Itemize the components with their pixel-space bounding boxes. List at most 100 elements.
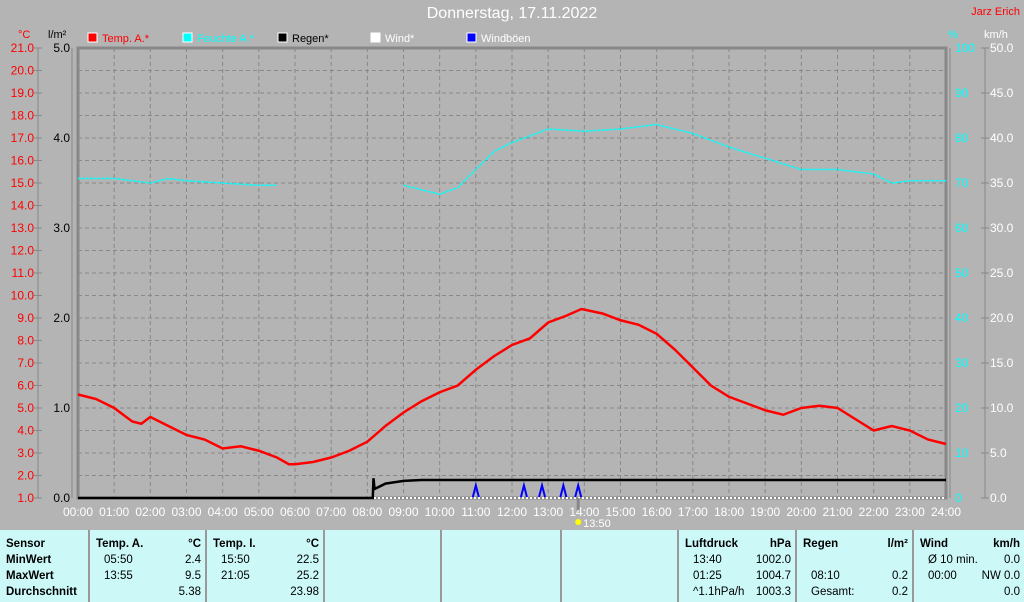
value-cell: 1004.7 bbox=[755, 570, 791, 582]
table-row bbox=[803, 552, 908, 568]
wind-tick-label: 25.0 bbox=[990, 266, 1014, 280]
temp-tick-label: 15.0 bbox=[11, 176, 35, 190]
humidity-tick-label: 60 bbox=[955, 221, 969, 235]
x-tick-label: 21:00 bbox=[822, 505, 852, 519]
unit-label: °C bbox=[188, 538, 201, 550]
x-tick-label: 05:00 bbox=[244, 505, 274, 519]
humidity-unit-label: % bbox=[948, 29, 958, 41]
rain-line bbox=[78, 478, 946, 500]
table-row: 13:55 9.5 bbox=[96, 568, 201, 584]
col-empty bbox=[560, 530, 677, 602]
x-tick-label: 11:00 bbox=[461, 505, 490, 519]
table-row: 01:25 1004.7 bbox=[685, 568, 791, 584]
x-tick-label: 22:00 bbox=[859, 505, 889, 519]
rain-tick-label: 3.0 bbox=[53, 221, 70, 235]
col-sensor: Sensor MinWert MaxWert Durchschnitt bbox=[0, 530, 88, 602]
time-cell: Ø 10 min. bbox=[928, 554, 978, 566]
x-tick-label: 01:00 bbox=[99, 505, 129, 519]
temp-tick-label: 7.0 bbox=[17, 356, 34, 370]
wind-tick-label: 40.0 bbox=[990, 131, 1014, 145]
col-temp-a: Temp. A. °C 05:50 2.4 13:55 9.5 5.38 bbox=[88, 530, 205, 602]
col-regen: Regen l/m² 08:10 0.2 Gesamt: 0.2 bbox=[795, 530, 912, 602]
table-row: 00:00 NW 0.0 bbox=[920, 568, 1020, 584]
header-label: Temp. A. bbox=[96, 538, 144, 550]
value-cell: 1003.3 bbox=[755, 586, 791, 598]
x-tick-label: 24:00 bbox=[931, 505, 961, 519]
x-tick-label: 02:00 bbox=[135, 505, 165, 519]
marker-label: 13:50 bbox=[583, 518, 611, 530]
value-cell: 2.4 bbox=[185, 554, 201, 566]
table-row: 23.98 bbox=[213, 584, 319, 600]
humidity-tick-label: 10 bbox=[955, 446, 969, 460]
time-cell: ^1.1hPa/h bbox=[693, 586, 745, 598]
legend-label: Temp. A.* bbox=[102, 33, 150, 45]
table-row: 05:50 2.4 bbox=[96, 552, 201, 568]
rain-tick-label: 2.0 bbox=[53, 311, 70, 325]
wind-tick-label: 45.0 bbox=[990, 86, 1014, 100]
unit-label: l/m² bbox=[887, 538, 908, 550]
humidity-tick-label: 100 bbox=[955, 41, 975, 55]
time-cell: 21:05 bbox=[221, 570, 250, 582]
value-cell: 0.0 bbox=[1004, 586, 1020, 598]
gust-spike bbox=[574, 481, 583, 498]
x-tick-label: 15:00 bbox=[605, 505, 635, 519]
time-cell: 01:25 bbox=[693, 570, 722, 582]
legend-swatch bbox=[87, 32, 98, 43]
legend-swatch bbox=[370, 32, 381, 43]
rain-tick-label: 4.0 bbox=[53, 131, 70, 145]
col-header: Wind km/h bbox=[920, 536, 1020, 552]
unit-label: km/h bbox=[993, 538, 1020, 550]
rain-unit-label: l/m² bbox=[48, 29, 67, 41]
x-tick-label: 14:00 bbox=[569, 505, 599, 519]
table-row: 21:05 25.2 bbox=[213, 568, 319, 584]
gust-spike bbox=[471, 481, 480, 498]
x-tick-label: 06:00 bbox=[280, 505, 310, 519]
stats-table: Sensor MinWert MaxWert Durchschnitt Temp… bbox=[0, 530, 1024, 602]
temp-tick-label: 12.0 bbox=[11, 244, 35, 258]
legend-label: Wind* bbox=[385, 33, 415, 45]
temp-tick-label: 13.0 bbox=[11, 221, 35, 235]
rain-tick-label: 0.0 bbox=[53, 491, 70, 505]
time-cell: 13:55 bbox=[104, 570, 133, 582]
wind-tick-label: 35.0 bbox=[990, 176, 1014, 190]
col-wind: Wind km/h Ø 10 min. 0.0 00:00 NW 0.0 0.0 bbox=[912, 530, 1024, 602]
value-cell: 5.38 bbox=[178, 586, 201, 598]
table-row: 08:10 0.2 bbox=[803, 568, 908, 584]
time-cell: 00:00 bbox=[928, 570, 957, 582]
value-cell: 23.98 bbox=[290, 586, 319, 598]
x-tick-label: 23:00 bbox=[895, 505, 925, 519]
wind-tick-label: 5.0 bbox=[990, 446, 1007, 460]
temp-tick-label: 8.0 bbox=[17, 334, 34, 348]
temp-tick-label: 18.0 bbox=[11, 109, 35, 123]
value-cell: NW 0.0 bbox=[981, 570, 1020, 582]
x-tick-label: 19:00 bbox=[750, 505, 780, 519]
sensor-header: Sensor bbox=[6, 538, 45, 550]
x-tick-label: 17:00 bbox=[678, 505, 708, 519]
x-tick-label: 18:00 bbox=[714, 505, 744, 519]
col-header: Temp. I. °C bbox=[213, 536, 319, 552]
author-label: Jarz Erich bbox=[971, 6, 1020, 18]
col-luftdruck: Luftdruck hPa 13:40 1002.0 01:25 1004.7 ^1.1hP… bbox=[677, 530, 795, 602]
table-row: 13:40 1002.0 bbox=[685, 552, 791, 568]
humidity-tick-label: 80 bbox=[955, 131, 969, 145]
time-cell: 13:40 bbox=[693, 554, 722, 566]
wind-unit-label: km/h bbox=[984, 29, 1008, 41]
x-tick-label: 08:00 bbox=[352, 505, 382, 519]
x-tick-label: 04:00 bbox=[208, 505, 238, 519]
bulb-icon bbox=[575, 519, 582, 525]
temp-tick-label: 5.0 bbox=[17, 401, 34, 415]
table-row: 15:50 22.5 bbox=[213, 552, 319, 568]
temp-tick-label: 16.0 bbox=[11, 154, 35, 168]
temp-tick-label: 3.0 bbox=[17, 446, 34, 460]
value-cell: 1002.0 bbox=[755, 554, 791, 566]
header-label: Temp. I. bbox=[213, 538, 256, 550]
x-tick-label: 12:00 bbox=[497, 505, 527, 519]
table-row: ^1.1hPa/h 1003.3 bbox=[685, 584, 791, 600]
col-empty bbox=[323, 530, 440, 602]
temp-tick-label: 10.0 bbox=[11, 289, 35, 303]
unit-label: hPa bbox=[769, 538, 791, 550]
humidity-tick-label: 0 bbox=[955, 491, 962, 505]
value-cell: 25.2 bbox=[296, 570, 319, 582]
humidity-tick-label: 90 bbox=[955, 86, 969, 100]
legend-label: Regen* bbox=[292, 33, 329, 45]
